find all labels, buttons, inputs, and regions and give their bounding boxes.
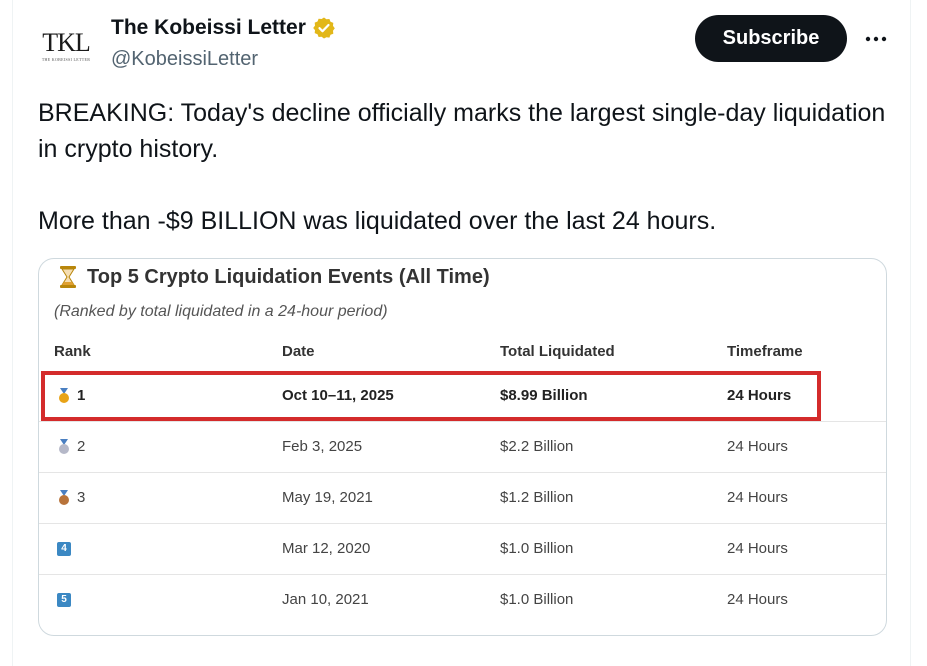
total-cell: $1.0 Billion bbox=[500, 591, 574, 608]
timeframe-cell: 24 Hours bbox=[727, 591, 788, 608]
table-row: 2 Feb 3, 2025 $2.2 Billion 24 Hours bbox=[39, 422, 886, 473]
tweet-media-image[interactable]: Top 5 Crypto Liquidation Events (All Tim… bbox=[38, 258, 887, 636]
timeframe-cell: 24 Hours bbox=[727, 438, 788, 455]
avatar-monogram: TKL bbox=[42, 28, 91, 57]
column-header-rank: Rank bbox=[54, 343, 91, 360]
rank-cell: 2 bbox=[57, 422, 85, 472]
table-row: 4 Mar 12, 2020 $1.0 Billion 24 Hours bbox=[39, 524, 886, 575]
table-row: 5 Jan 10, 2021 $1.0 Billion 24 Hours bbox=[39, 575, 886, 626]
total-cell: $8.99 Billion bbox=[500, 387, 588, 404]
highlight-box bbox=[41, 371, 821, 421]
tweet-paragraph-1: BREAKING: Today's decline officially mar… bbox=[38, 99, 886, 163]
keycap-5-icon: 5 bbox=[57, 593, 71, 607]
avatar[interactable]: TKL THE KOBEISSI LETTER bbox=[37, 17, 95, 75]
total-cell: $1.0 Billion bbox=[500, 540, 574, 557]
column-header-timeframe: Timeframe bbox=[727, 343, 803, 360]
author-name-row: The Kobeissi Letter bbox=[111, 16, 336, 40]
post-container: TKL THE KOBEISSI LETTER The Kobeissi Let… bbox=[12, 0, 911, 666]
column-header-date: Date bbox=[282, 343, 315, 360]
date-cell: May 19, 2021 bbox=[282, 489, 373, 506]
subscribe-button[interactable]: Subscribe bbox=[695, 15, 847, 62]
hourglass-icon bbox=[60, 266, 76, 288]
rank-cell: 3 bbox=[57, 473, 85, 523]
author-handle[interactable]: @KobeissiLetter bbox=[111, 48, 259, 70]
table-row: 1 Oct 10–11, 2025 $8.99 Billion 24 Hours bbox=[39, 371, 886, 422]
date-cell: Feb 3, 2025 bbox=[282, 438, 363, 455]
tweet-paragraph-2: More than -$9 BILLION was liquidated ove… bbox=[38, 207, 717, 235]
date-cell: Oct 10–11, 2025 bbox=[282, 387, 394, 404]
bronze-medal-icon bbox=[59, 490, 69, 505]
timeframe-cell: 24 Hours bbox=[727, 540, 788, 557]
silver-medal-icon bbox=[59, 439, 69, 454]
display-name[interactable]: The Kobeissi Letter bbox=[111, 16, 306, 39]
media-title: Top 5 Crypto Liquidation Events (All Tim… bbox=[59, 262, 490, 292]
verified-badge-icon bbox=[313, 17, 335, 39]
rank-cell: 4 bbox=[57, 524, 71, 574]
rank-value: 3 bbox=[77, 489, 86, 506]
more-options-icon[interactable] bbox=[861, 24, 891, 54]
rank-cell: 1 bbox=[57, 371, 85, 421]
table-row: 3 May 19, 2021 $1.2 Billion 24 Hours bbox=[39, 473, 886, 524]
rank-value: 2 bbox=[77, 438, 86, 455]
date-cell: Mar 12, 2020 bbox=[282, 540, 371, 557]
date-cell: Jan 10, 2021 bbox=[282, 591, 369, 608]
keycap-4-icon: 4 bbox=[57, 542, 71, 556]
rank-cell: 5 bbox=[57, 575, 71, 625]
rank-value: 1 bbox=[77, 387, 86, 404]
total-cell: $1.2 Billion bbox=[500, 489, 574, 506]
media-title-text: Top 5 Crypto Liquidation Events (All Tim… bbox=[87, 265, 490, 288]
column-header-total: Total Liquidated bbox=[500, 343, 615, 360]
gold-medal-icon bbox=[59, 388, 69, 403]
timeframe-cell: 24 Hours bbox=[727, 387, 792, 404]
total-cell: $2.2 Billion bbox=[500, 438, 574, 455]
media-subtitle: (Ranked by total liquidated in a 24-hour… bbox=[54, 303, 388, 320]
timeframe-cell: 24 Hours bbox=[727, 489, 788, 506]
avatar-tagline: THE KOBEISSI LETTER bbox=[41, 57, 91, 62]
tweet-text: BREAKING: Today's decline officially mar… bbox=[38, 95, 888, 239]
